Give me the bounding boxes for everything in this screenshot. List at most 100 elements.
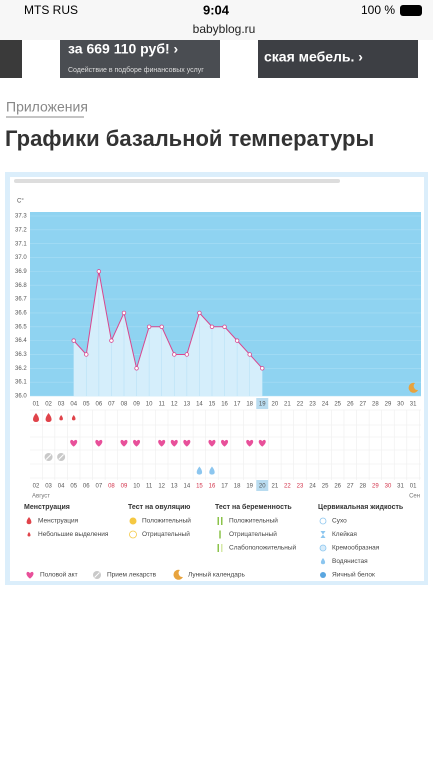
legend-item: Половой акт: [40, 571, 78, 579]
legend-icon: [320, 558, 326, 565]
legend-item: Отрицательный: [142, 530, 190, 538]
breadcrumb[interactable]: Приложения: [6, 99, 88, 115]
watery-mark: [209, 466, 215, 475]
browser-bar: [0, 0, 433, 40]
temperature-point: [159, 324, 164, 329]
cycle-day: 14: [196, 402, 203, 408]
date: 24: [309, 484, 316, 490]
menstruation-mark: [33, 413, 39, 422]
cycle-day: 30: [397, 402, 404, 408]
legend-item: Положительный: [229, 517, 278, 525]
moon-mark: [408, 382, 419, 393]
y-tick-label: 36.1: [15, 380, 27, 386]
ad-right[interactable]: [258, 40, 418, 78]
cycle-day: 07: [108, 402, 115, 408]
legend-icon: [320, 531, 326, 538]
cycle-day: 26: [347, 402, 354, 408]
legend-icon: [320, 572, 326, 578]
legend-icon: [129, 517, 137, 525]
watery-mark: [196, 466, 203, 475]
legend-item: Водянистая: [332, 558, 368, 565]
temperature-point: [247, 352, 252, 357]
cycle-day: 18: [246, 402, 253, 408]
ad-left-sub: Содействие в подборе финансовых услуг: [68, 66, 204, 74]
date: 28: [359, 484, 366, 490]
cycle-day: 08: [121, 402, 128, 408]
cycle-day: 29: [385, 402, 392, 408]
cycle-day: 25: [334, 402, 341, 408]
intercourse-mark: [133, 439, 141, 447]
temperature-point: [84, 352, 89, 357]
intercourse-mark: [95, 439, 103, 447]
ad-image: [0, 40, 22, 78]
legend: Менструация Менструация Небольшие выделени…: [24, 503, 404, 580]
y-tick-label: 36.9: [15, 269, 27, 275]
temperature-point: [146, 324, 152, 329]
legend-item: Отрицательный: [229, 530, 277, 538]
temperature-point: [172, 352, 177, 357]
legend-title: Цервикальная жидкость: [318, 504, 404, 511]
legend-title: Тест на овуляцию: [128, 504, 190, 511]
y-tick-label: 36.8: [15, 283, 27, 289]
legend-item: Клейкая: [332, 530, 357, 538]
legend-icon: [221, 517, 223, 525]
cycle-day: 22: [297, 402, 304, 408]
legend-icon: [221, 544, 223, 552]
cycle-day: 13: [183, 402, 190, 408]
date: 05: [70, 484, 77, 490]
legend-item: Небольшие выделения: [38, 530, 109, 538]
scrollbar[interactable]: [14, 179, 340, 183]
chart: C° 36.0 36.1 36.2 36.3 36.4 36.5 36.6 36.7 36.8 36…: [15, 199, 421, 500]
y-tick-label: 36.0: [15, 394, 27, 400]
battery-icon: [400, 5, 422, 16]
date: 19: [246, 484, 253, 490]
temperature-point: [71, 338, 76, 343]
current-date: [256, 480, 269, 491]
y-tick-label: 36.2: [15, 366, 27, 372]
cycle-day: 24: [322, 402, 329, 408]
date: 12: [158, 484, 165, 490]
url[interactable]: babyblog.ru: [193, 22, 256, 36]
legend-icon: [217, 544, 219, 552]
cycle-day: 09: [133, 402, 140, 408]
date: 25: [322, 484, 329, 490]
date: 10: [133, 484, 140, 490]
cycle-day: 27: [359, 402, 366, 408]
clock: 9:04: [203, 2, 230, 17]
legend-item: Слабоположительный: [229, 544, 297, 552]
spotting-mark: [71, 415, 76, 421]
legend-icon: [173, 569, 183, 580]
intercourse-mark: [208, 439, 216, 447]
legend-icon: [26, 517, 32, 525]
cycle-day: 05: [83, 402, 90, 408]
date: 18: [234, 484, 241, 490]
legend-icon: [129, 530, 137, 539]
cycle-day: 10: [146, 402, 153, 408]
temperature-point: [121, 310, 127, 316]
page-title: Графики базальной температуры: [5, 126, 374, 151]
temperature-point: [234, 338, 240, 343]
date: 14: [183, 484, 190, 490]
date: 23: [297, 484, 304, 490]
menstruation-mark: [45, 413, 52, 422]
intercourse-mark: [170, 439, 178, 447]
temperature-point: [222, 324, 227, 329]
cycle-day: 31: [410, 402, 417, 408]
cycle-day: 01: [33, 402, 40, 408]
cycle-day: 12: [171, 402, 178, 408]
ad-left[interactable]: [60, 40, 220, 78]
y-tick-label: 36.4: [15, 338, 27, 344]
cycle-day: 02: [45, 402, 52, 408]
carrier: MTS RUS: [24, 3, 78, 17]
temperature-point: [260, 366, 265, 371]
cycle-day: 15: [209, 402, 216, 408]
legend-icon: [217, 517, 219, 525]
legend-item: Яичный белок: [332, 571, 375, 579]
cycle-day: 28: [372, 402, 379, 408]
intercourse-mark: [221, 439, 229, 447]
intercourse-mark: [70, 439, 78, 447]
temperature-point: [109, 338, 114, 343]
date: 27: [347, 484, 354, 490]
